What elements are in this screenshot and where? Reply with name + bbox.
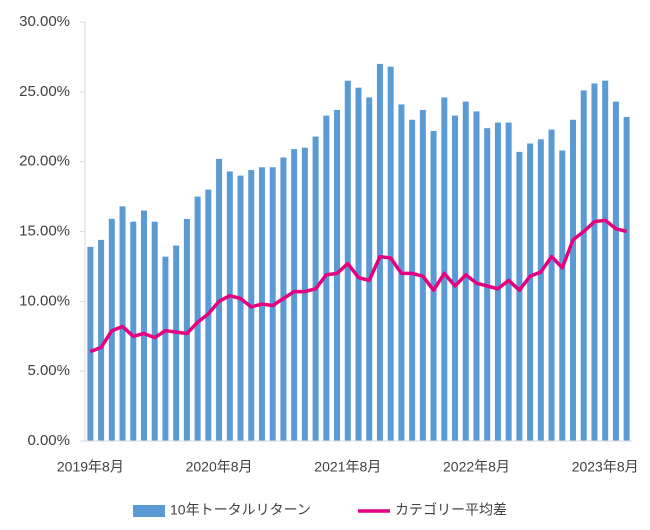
bar bbox=[183, 218, 190, 441]
bar bbox=[494, 122, 501, 441]
bar bbox=[323, 115, 330, 442]
y-tick-label: 5.00% bbox=[27, 362, 70, 379]
bar bbox=[226, 171, 233, 441]
y-tick-label: 25.00% bbox=[19, 83, 70, 100]
bar bbox=[130, 221, 137, 441]
bar bbox=[623, 116, 630, 442]
bar bbox=[173, 245, 180, 441]
bar bbox=[355, 87, 362, 441]
legend-swatch bbox=[133, 505, 165, 517]
y-tick-label: 15.00% bbox=[19, 222, 70, 239]
bar bbox=[387, 66, 394, 442]
bar bbox=[376, 63, 383, 442]
y-tick-label: 30.00% bbox=[19, 13, 70, 30]
legend-label: 10年トータルリターン bbox=[170, 502, 311, 518]
bar bbox=[237, 175, 244, 441]
bar bbox=[98, 239, 105, 441]
bar bbox=[301, 147, 308, 441]
bar bbox=[162, 256, 169, 441]
bar bbox=[548, 129, 555, 441]
line bbox=[89, 218, 628, 354]
bar bbox=[140, 210, 147, 441]
bar bbox=[591, 83, 598, 441]
bar bbox=[559, 150, 566, 441]
bar bbox=[366, 97, 373, 442]
bar bbox=[602, 80, 609, 441]
bar bbox=[344, 80, 351, 441]
bar bbox=[87, 246, 94, 441]
bar bbox=[527, 143, 534, 441]
x-tick-label: 2022年8月 bbox=[443, 459, 510, 475]
x-tick-label: 2021年8月 bbox=[314, 459, 381, 475]
bar bbox=[473, 111, 480, 442]
bar bbox=[612, 101, 619, 442]
bar bbox=[119, 206, 126, 441]
y-tick-label: 10.00% bbox=[19, 292, 70, 309]
bar bbox=[151, 221, 158, 441]
bar bbox=[570, 119, 577, 442]
bar bbox=[441, 97, 448, 442]
bar bbox=[462, 101, 469, 442]
bar bbox=[194, 196, 201, 441]
bar bbox=[580, 90, 587, 441]
x-tick-label: 2023年8月 bbox=[572, 459, 639, 475]
bar bbox=[291, 149, 298, 441]
bar bbox=[409, 119, 416, 442]
x-tick-label: 2020年8月 bbox=[186, 459, 253, 475]
legend-label: カテゴリー平均差 bbox=[395, 502, 507, 518]
y-tick-label: 0.00% bbox=[27, 432, 70, 449]
bar bbox=[516, 151, 523, 441]
bar bbox=[430, 130, 437, 441]
bar bbox=[334, 109, 341, 442]
bar bbox=[452, 115, 459, 442]
bar bbox=[537, 139, 544, 441]
x-tick-label: 2019年8月 bbox=[57, 459, 124, 475]
y-tick-label: 20.00% bbox=[19, 153, 70, 170]
